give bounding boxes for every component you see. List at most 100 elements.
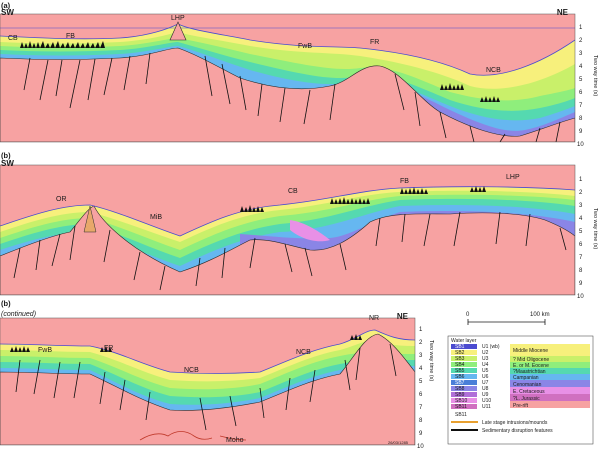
panel-a-label: (a)	[1, 1, 11, 10]
svg-text:SB2: SB2	[455, 350, 465, 356]
intrusions	[20, 41, 500, 102]
svg-text:1: 1	[579, 25, 583, 31]
lhp-high	[169, 21, 187, 41]
svg-text:? Mid Oligocene: ? Mid Oligocene	[513, 357, 549, 363]
faults-b	[13, 211, 567, 291]
svg-text:7: 7	[419, 405, 423, 411]
svg-text:10: 10	[577, 294, 584, 300]
panel-b-continued-right-dir: NE	[397, 312, 409, 321]
svg-text:8: 8	[579, 268, 583, 274]
legend-footer-1: Late stage intrusions/mounds	[482, 420, 548, 426]
svg-text:9: 9	[579, 129, 583, 135]
svg-text:6: 6	[419, 392, 423, 398]
svg-text:U9: U9	[482, 392, 489, 398]
panel-a-axis: 1 2 3 4 5 6 7 8 9 10 Two way time (s)	[577, 25, 598, 148]
legend-ages	[510, 344, 590, 408]
scale-end: 100 km	[530, 312, 550, 318]
svg-text:4: 4	[579, 64, 583, 70]
moho-label: Moho	[226, 437, 244, 444]
basement-surface-b	[0, 205, 575, 295]
svg-text:SB3: SB3	[455, 356, 465, 362]
svg-text:U6: U6	[482, 374, 489, 380]
svg-text:Two way time (s): Two way time (s)	[428, 340, 434, 381]
svg-text:U2: U2	[482, 350, 489, 356]
panel-b-left-dir: SW	[1, 159, 14, 168]
svg-text:10: 10	[417, 444, 424, 449]
svg-text:7: 7	[579, 255, 583, 261]
svg-text:SB11: SB11	[455, 404, 467, 410]
panel-b-continued-frame	[0, 317, 416, 446]
panel-b-continued	[0, 318, 415, 445]
svg-text:2: 2	[579, 38, 583, 44]
svg-text:8: 8	[579, 116, 583, 122]
legend-horizons	[451, 344, 477, 409]
svg-text:U4: U4	[482, 362, 489, 368]
svg-text:10: 10	[577, 142, 584, 148]
svg-text:4: 4	[419, 366, 423, 372]
water-bottom-line-c	[0, 329, 415, 374]
svg-text:1: 1	[579, 177, 583, 183]
basement-surface	[0, 47, 575, 142]
svg-text:U5: U5	[482, 368, 489, 374]
legend-horizon-names: SB1 SB2 SB3 SB4 SB5 SB6 SB7 SB8 SB9 SB10…	[455, 344, 467, 410]
svg-text:3: 3	[579, 203, 583, 209]
svg-text:Campanian: Campanian	[513, 375, 539, 381]
faults	[23, 52, 561, 142]
scale-bar: 0 100 km	[466, 312, 550, 325]
structure-label-fb: FB	[66, 33, 75, 40]
svg-text:6: 6	[579, 90, 583, 96]
svg-text:SB10: SB10	[455, 398, 467, 404]
svg-text:3: 3	[419, 353, 423, 359]
svg-text:SB6: SB6	[455, 374, 465, 380]
panel-b-continued-axis: 1 2 3 4 5 6 7 8 9 10 Two way time (s)	[417, 327, 434, 449]
basement-surface-c	[0, 333, 415, 445]
structure-label-fwb-c: FwB	[38, 347, 52, 354]
structure-label-ncb: NCB	[486, 67, 501, 74]
panel-a-left-dir: SW	[1, 8, 14, 17]
structure-label-lhp: LHP	[171, 15, 185, 22]
svg-text:9: 9	[579, 281, 583, 287]
structure-label-fr: FR	[370, 39, 379, 46]
panel-b-continued-label: (b)	[1, 299, 11, 308]
panel-a-frame	[0, 13, 576, 143]
structure-label-fr-c: FR	[104, 345, 113, 352]
svg-text:SB4: SB4	[455, 362, 465, 368]
svg-text:E. or M. Eocene: E. or M. Eocene	[513, 363, 549, 369]
scale-start: 0	[466, 312, 470, 318]
svg-text:SB5: SB5	[455, 368, 465, 374]
structure-label-nr: NR	[369, 315, 379, 322]
svg-text:3: 3	[579, 51, 583, 57]
svg-text:U8: U8	[482, 386, 489, 392]
svg-text:Pre-rift: Pre-rift	[513, 403, 529, 409]
svg-text:Two way time (s): Two way time (s)	[592, 55, 598, 96]
legend-base-label: SB11	[455, 412, 467, 418]
svg-text:8: 8	[419, 418, 423, 424]
structure-label-cb-b: CB	[288, 188, 298, 195]
svg-text:1: 1	[419, 327, 423, 333]
panel-b-continued-sublabel: (continued)	[1, 311, 36, 318]
panel-b-frame	[0, 164, 576, 296]
panel-a	[0, 14, 575, 142]
svg-text:Two way time (s): Two way time (s)	[592, 208, 598, 249]
svg-text:5: 5	[579, 77, 583, 83]
structure-label-fwb: FwB	[298, 43, 312, 50]
svg-text:U7: U7	[482, 380, 489, 386]
svg-text:5: 5	[419, 379, 423, 385]
faults-c	[15, 343, 397, 431]
svg-text:7: 7	[579, 103, 583, 109]
svg-text:6: 6	[579, 242, 583, 248]
figure-id: 26/03/1285	[388, 440, 409, 445]
structure-label-ncb-c1: NCB	[184, 367, 199, 374]
svg-text:9: 9	[419, 431, 423, 437]
structure-label-lhp-b: LHP	[506, 174, 520, 181]
svg-text:Cenomanian: Cenomanian	[513, 382, 542, 388]
panel-a-right-dir: NE	[557, 8, 569, 17]
legend-header: Water layer	[451, 338, 477, 344]
structure-label-mib: MiB	[150, 214, 162, 221]
structure-label-fb-b: FB	[400, 178, 409, 185]
svg-text:Middle Miocene: Middle Miocene	[513, 348, 548, 354]
svg-text:SB7: SB7	[455, 380, 465, 386]
legend: Water layer U1 (wb) U2 U3 U4 U5 U6 U7 U8…	[447, 335, 594, 445]
panel-b-axis: 1 2 3 4 5 6 7 8 9 10 Two way time (s)	[577, 177, 598, 300]
